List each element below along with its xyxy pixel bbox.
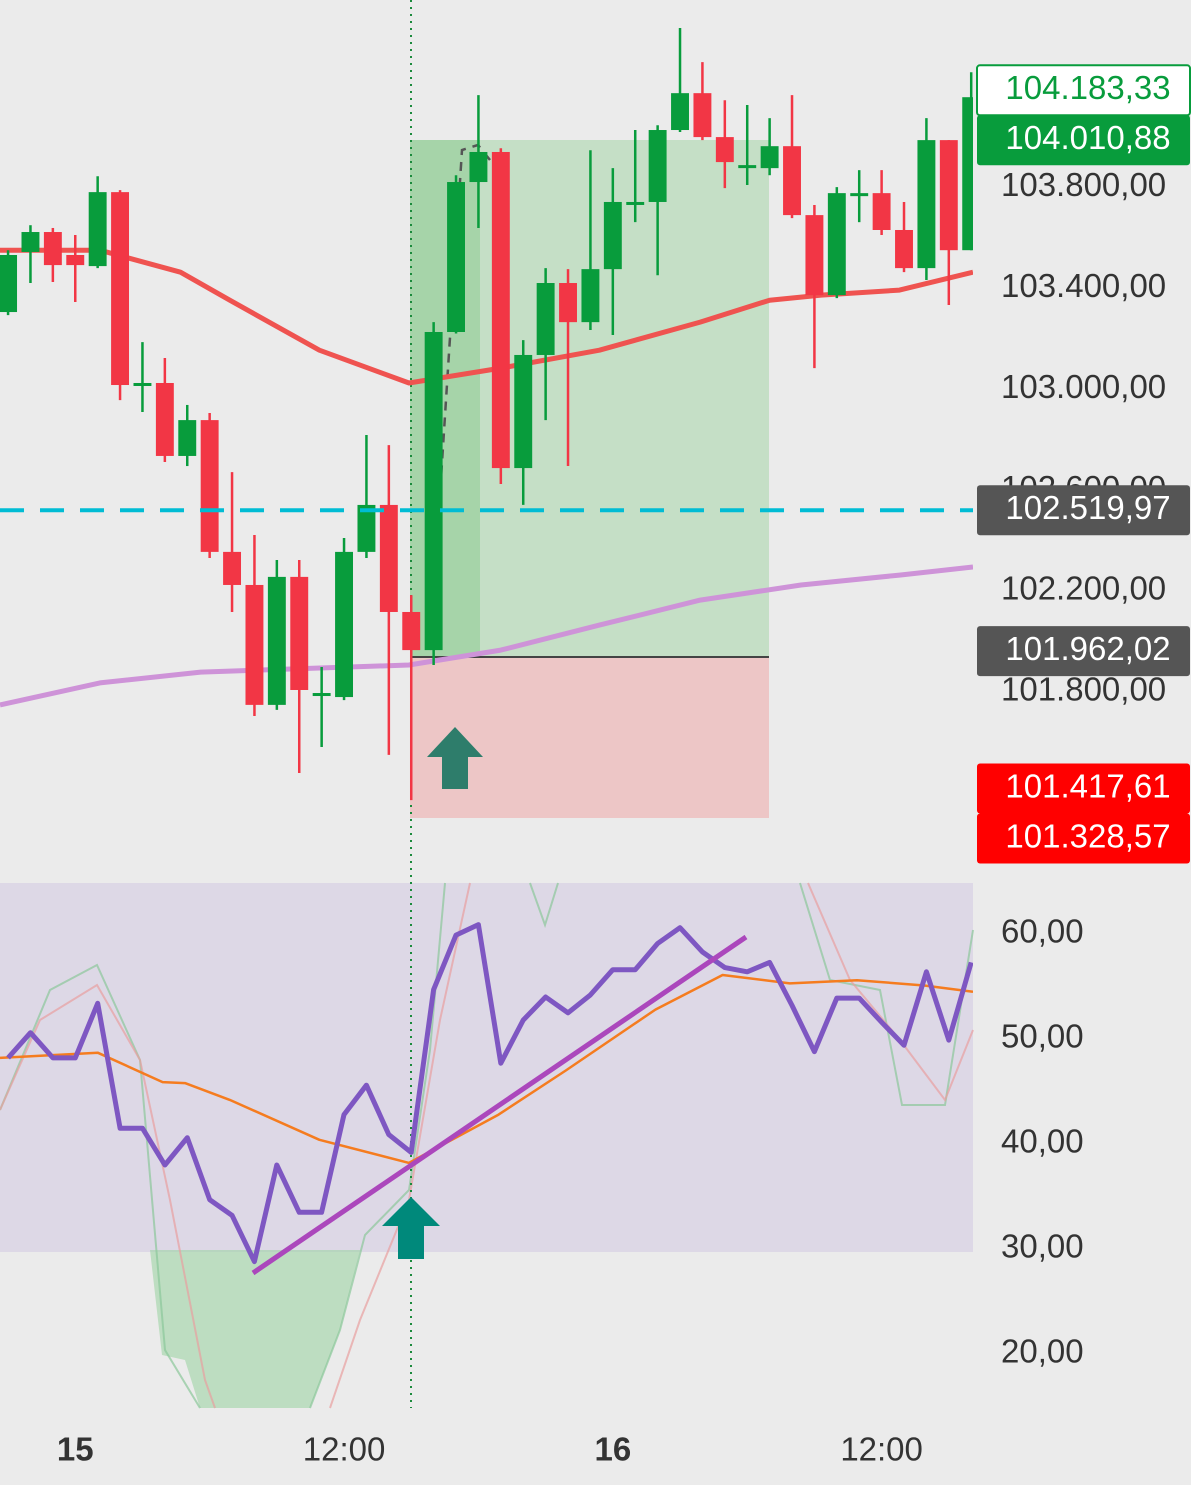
candle-body: [693, 93, 712, 138]
y-tick-label: 101.800,00: [1001, 671, 1166, 708]
candle-body: [357, 504, 376, 552]
y-tick-label: 103.400,00: [1001, 267, 1166, 304]
stop-zone: [410, 657, 769, 818]
candle-body: [312, 693, 331, 697]
candle-body: [491, 151, 510, 469]
price-plot: [0, 28, 973, 801]
target-zone-filled: [410, 140, 480, 657]
y-tick-label: 102.200,00: [1001, 570, 1166, 607]
price-tag-label: 104.010,88: [1005, 119, 1170, 156]
candle-body: [917, 140, 936, 269]
candle-body: [648, 130, 667, 202]
price-tag: [977, 626, 1190, 677]
candle-body: [872, 193, 891, 230]
candle-body: [88, 192, 107, 267]
y-tick-label: 40,00: [1001, 1123, 1084, 1160]
candle-body: [962, 97, 973, 251]
candle-body: [178, 420, 197, 456]
candle-body: [402, 611, 421, 651]
rsi-band: [0, 883, 973, 1252]
candle-body: [245, 584, 264, 705]
candle-body: [447, 182, 465, 332]
price-tag-label: 101.962,02: [1005, 630, 1170, 667]
candle-body: [671, 93, 689, 131]
candle-body: [738, 165, 757, 169]
price-tag-label: 101.417,61: [1005, 767, 1170, 804]
candle-body: [111, 192, 130, 386]
moving-average: [0, 564, 973, 708]
y-tick-label: 60,00: [1001, 913, 1084, 950]
candle-body: [155, 382, 174, 456]
candle-body: [424, 331, 443, 651]
candle-body: [850, 193, 869, 197]
candle-body: [581, 269, 600, 323]
y-tick-label: 30,00: [1001, 1228, 1084, 1265]
price-tag: [977, 813, 1190, 864]
x-tick-label: 12:00: [840, 1431, 923, 1468]
oscillator-line: [0, 882, 974, 1409]
price-tag: [977, 763, 1190, 814]
price-tag-label: 102.519,97: [1005, 489, 1170, 526]
candle-body: [939, 140, 958, 251]
candle-body: [200, 420, 219, 552]
price-tag: [977, 115, 1190, 166]
candle-body: [223, 551, 242, 585]
rsi-line: [6, 922, 973, 1265]
candle-body: [267, 576, 286, 705]
signal-arrow: [382, 1197, 440, 1259]
candle-body: [21, 232, 40, 252]
y-tick-label: 20,00: [1001, 1333, 1084, 1370]
trend-line: [251, 934, 748, 1276]
candle-body: [559, 283, 577, 323]
candle-body: [805, 215, 824, 296]
candle-body: [469, 151, 488, 183]
candle-body: [66, 254, 85, 266]
rsi-line: [0, 973, 973, 1165]
candle-body: [290, 576, 309, 690]
candle-body: [335, 551, 354, 698]
candle-body: [379, 504, 398, 612]
candle-body: [895, 229, 913, 269]
candle-body: [133, 382, 152, 386]
candle-body: [514, 354, 533, 469]
candle-body: [43, 232, 62, 266]
y-tick-label: 103.800,00: [1001, 166, 1166, 203]
y-tick-label: 103.000,00: [1001, 368, 1166, 405]
y-tick-label: 50,00: [1001, 1018, 1084, 1055]
price-tag: [977, 485, 1190, 536]
buy-arrow: [427, 727, 483, 789]
candle-body: [715, 137, 734, 163]
candle-body: [760, 146, 779, 169]
price-tag-label: 101.328,57: [1005, 817, 1170, 854]
axes: 101.800,00102.200,00102.600,00103.000,00…: [57, 64, 1191, 1468]
rsi-plot: [0, 922, 973, 1265]
price-tag-label: 104.183,33: [1005, 69, 1170, 106]
candle-body: [827, 193, 846, 296]
x-tick-label: 15: [57, 1431, 94, 1468]
candle-body: [536, 283, 555, 355]
candle-body: [783, 146, 801, 216]
candle-body: [603, 201, 622, 270]
x-tick-label: 12:00: [303, 1431, 386, 1468]
x-tick-label: 16: [594, 1431, 631, 1468]
candle-body: [0, 254, 18, 313]
candle-body: [626, 201, 645, 205]
